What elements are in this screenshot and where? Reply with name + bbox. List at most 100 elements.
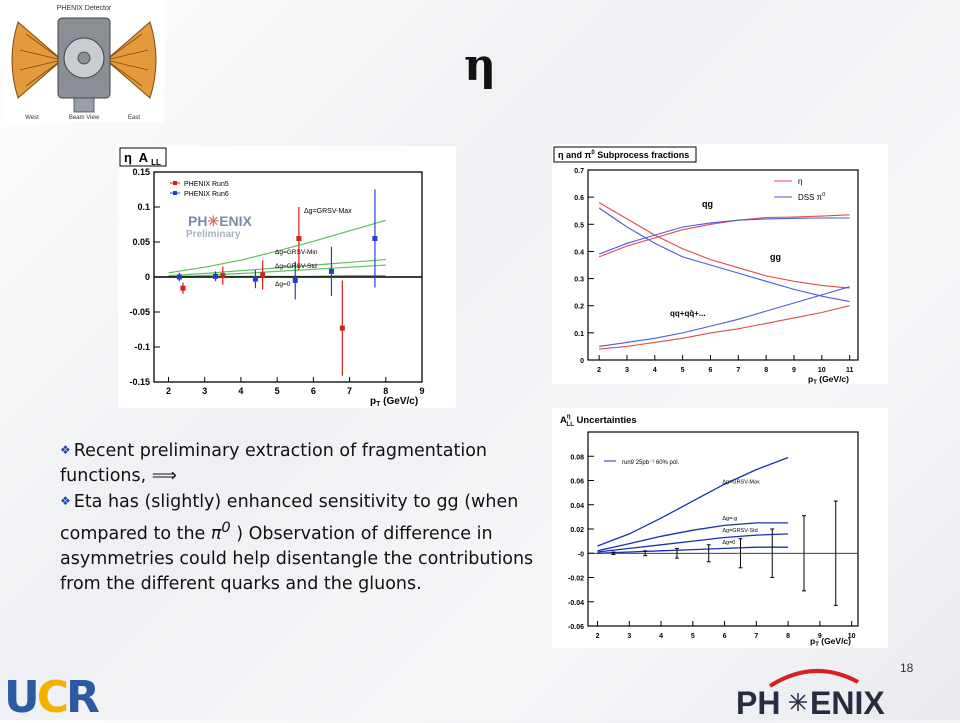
y-tick-label: 0 <box>580 358 584 365</box>
x-tick-label: 6 <box>723 633 727 640</box>
chart1-label-grsv-std: Δg=GRSV-Std <box>275 263 317 270</box>
chart2-label-qg: qg <box>702 199 713 209</box>
y-tick-label: 0.15 <box>132 167 150 177</box>
data-point <box>328 268 334 274</box>
data-point <box>372 236 378 241</box>
bullet-diamond-icon: ❖ <box>60 443 71 457</box>
y-tick-label: -0.15 <box>129 377 150 387</box>
data-point <box>260 272 266 278</box>
x-tick-label: 8 <box>764 367 768 374</box>
svg-text:ENIX: ENIX <box>810 685 885 718</box>
chart2-xlabel: pT (GeV/c) <box>808 374 849 384</box>
bullet-item-1: ❖ Recent preliminary extraction of fragme… <box>60 438 546 489</box>
series-line <box>597 533 789 553</box>
chart2-label-gg: gg <box>770 252 781 262</box>
y-tick-label: 0.6 <box>574 195 584 202</box>
x-tick-label: 7 <box>736 367 740 374</box>
x-tick-label: 11 <box>846 367 854 374</box>
chart3-label-grsv-std: Δg=GRSV-Std <box>722 528 757 534</box>
y-tick-label: 0.2 <box>574 304 584 311</box>
chart3-legend: run9 25pb⁻¹ 60% pol. <box>622 460 680 466</box>
chart1-legend-marker-run6 <box>173 191 177 195</box>
x-tick-label: 5 <box>691 633 695 640</box>
x-tick-label: 7 <box>754 633 758 640</box>
bullet-2-pi0: π0 <box>210 519 231 544</box>
x-tick-label: 5 <box>681 367 685 374</box>
bullet-1-text: Recent preliminary extraction of fragmen… <box>60 441 487 486</box>
page-number: 18 <box>900 661 914 675</box>
data-point <box>296 236 302 241</box>
theory-curve <box>168 219 386 274</box>
detector-title: PHENIX Detector <box>57 5 112 12</box>
x-tick-label: 9 <box>818 633 822 640</box>
y-tick-label: 0.4 <box>574 249 584 256</box>
data-point <box>339 325 345 331</box>
bullet-diamond-icon: ❖ <box>60 494 71 508</box>
series-line <box>599 305 850 350</box>
data-point <box>176 274 182 280</box>
slide-title: η <box>464 40 496 91</box>
all-uncertainties-chart: Aη LL Uncertainties 2 3 4 5 6 7 8 9 10 0.08 0.06 0.0… <box>552 408 888 648</box>
chart1-title-sub: LL <box>151 158 161 167</box>
chart3-title: Aη LL Uncertainties <box>560 414 637 428</box>
series-line <box>598 207 850 303</box>
bullet-2-text-after: ) Observation of difference in asymmetri… <box>60 523 534 594</box>
y-tick-label: -0.05 <box>129 307 150 317</box>
chart1-watermark-preliminary: Preliminary <box>186 229 241 240</box>
x-tick-label: 2 <box>597 367 601 374</box>
x-tick-label: 3 <box>625 367 629 374</box>
bullet-list: ❖ Recent preliminary extraction of fragme… <box>60 438 546 597</box>
x-tick-label: 9 <box>419 386 424 396</box>
x-tick-label: 6 <box>709 367 713 374</box>
phenix-detector-image: PHENIX Detector West Beam View East <box>4 0 164 122</box>
y-tick-label: 0.3 <box>574 277 584 284</box>
x-tick-label: 9 <box>792 367 796 374</box>
theory-curve <box>168 264 386 278</box>
x-tick-label: 7 <box>347 386 352 396</box>
theory-curve <box>168 258 386 277</box>
y-tick-label: -0.04 <box>568 600 584 607</box>
y-tick-label: -0.1 <box>134 342 150 352</box>
data-point <box>292 278 298 283</box>
y-tick-label: 0.06 <box>570 479 584 486</box>
chart3-xlabel: pT (GeV/c) <box>810 636 851 648</box>
series-line <box>597 546 789 554</box>
y-tick-label: 0.1 <box>574 331 584 338</box>
x-tick-label: 4 <box>659 633 663 640</box>
data-point <box>220 273 226 279</box>
y-tick-label: 0 <box>145 272 150 282</box>
data-point <box>180 285 186 291</box>
chart1-label-grsv-min: Δg=GRSV-Min <box>275 249 318 256</box>
y-tick-label: 0.1 <box>137 202 150 212</box>
chart1-legend-run5: PHENIX Run5 <box>184 181 229 188</box>
chart2-title: η and π0 Subprocess fractions <box>558 150 689 160</box>
chart1-legend-run6: PHENIX Run6 <box>184 191 229 198</box>
subprocess-fractions-chart: η and π0 Subprocess fractions 2 3 4 5 6 7 8 9 10… <box>552 144 888 386</box>
chart1-label-dg0: Δg=0 <box>275 281 291 288</box>
chart3-label-dg0: Δg=0 <box>722 540 735 546</box>
x-tick-label: 8 <box>383 386 388 396</box>
y-tick-label: 0.02 <box>570 527 584 534</box>
x-tick-label: 10 <box>848 633 856 640</box>
eta-all-chart: η A LL 2 3 4 5 6 7 8 9 0.15 0.1 0.05 0 -0.05 -0.1 -0.1… <box>118 146 456 408</box>
x-tick-label: 2 <box>166 386 171 396</box>
chart2-legend-dss: DSS π0 <box>798 192 825 202</box>
bullet-item-2: ❖ Eta has (slightly) enhanced sensitivity… <box>60 489 546 597</box>
x-tick-label: 3 <box>202 386 207 396</box>
chart1-title: η A LL <box>124 150 161 167</box>
chart1-xlabel: pT (GeV/c) <box>370 396 418 408</box>
y-tick-label: 0.7 <box>574 168 584 175</box>
data-point <box>252 276 258 282</box>
y-tick-label: -0 <box>578 551 584 558</box>
chart1-legend-marker-run5 <box>173 181 177 185</box>
detector-label-beam-view: Beam View <box>69 115 100 121</box>
series-line <box>597 456 789 547</box>
series-line <box>598 217 850 255</box>
bullet-2-text-before: Eta has (slightly) enhanced sensitivity … <box>60 492 519 544</box>
ucr-logo: UCR <box>4 672 100 723</box>
series-line <box>598 214 850 258</box>
chart3-label-grsv-max: Δg=GRSV-Max <box>722 480 760 486</box>
chart1-title-symbol: η <box>124 150 132 165</box>
chart1-label-grsv-max: Δg=GRSV-Max <box>304 208 352 215</box>
svg-text:PH: PH <box>736 685 780 718</box>
